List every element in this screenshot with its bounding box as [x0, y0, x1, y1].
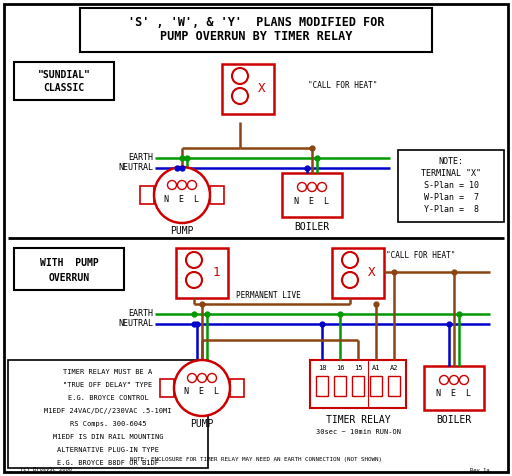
Text: N  E  L: N E L: [184, 387, 220, 397]
Text: A2: A2: [390, 365, 398, 371]
Bar: [310, 360, 406, 408]
Bar: [80, 8, 432, 52]
Text: CLASSIC: CLASSIC: [44, 83, 84, 93]
Text: (c) BrosySc 2000: (c) BrosySc 2000: [20, 467, 72, 473]
Text: 16: 16: [336, 365, 344, 371]
Text: TIMER RELAY MUST BE A: TIMER RELAY MUST BE A: [63, 369, 153, 375]
Bar: [352, 376, 364, 396]
Bar: [332, 248, 384, 298]
Text: BOILER: BOILER: [436, 415, 472, 425]
Circle shape: [232, 68, 248, 84]
Text: E.G. BROYCE B8DF OR B1DF: E.G. BROYCE B8DF OR B1DF: [57, 460, 159, 466]
Bar: [398, 150, 504, 222]
Text: PUMP: PUMP: [190, 419, 214, 429]
Circle shape: [187, 374, 197, 383]
Text: "CALL FOR HEAT": "CALL FOR HEAT": [386, 251, 455, 260]
Text: PUMP: PUMP: [170, 226, 194, 236]
Text: 15: 15: [354, 365, 362, 371]
Circle shape: [154, 167, 210, 223]
Text: M1EDF IS DIN RAIL MOUNTING: M1EDF IS DIN RAIL MOUNTING: [53, 434, 163, 440]
Bar: [210, 186, 224, 204]
Circle shape: [459, 376, 468, 385]
Text: 30sec ~ 10min RUN-ON: 30sec ~ 10min RUN-ON: [315, 429, 400, 435]
Text: X: X: [368, 266, 376, 278]
Bar: [8, 360, 208, 468]
Bar: [282, 173, 342, 217]
Text: "SUNDIAL": "SUNDIAL": [37, 70, 91, 80]
Text: PUMP OVERRUN BY TIMER RELAY: PUMP OVERRUN BY TIMER RELAY: [160, 30, 352, 42]
Text: W-Plan =  7: W-Plan = 7: [423, 194, 479, 202]
Text: TIMER RELAY: TIMER RELAY: [326, 415, 390, 425]
Circle shape: [186, 252, 202, 268]
Circle shape: [232, 88, 248, 104]
Text: "TRUE OFF DELAY" TYPE: "TRUE OFF DELAY" TYPE: [63, 382, 153, 388]
Text: 'S' , 'W', & 'Y'  PLANS MODIFIED FOR: 'S' , 'W', & 'Y' PLANS MODIFIED FOR: [128, 16, 384, 29]
Text: N  E  L: N E L: [294, 197, 330, 206]
Text: 1: 1: [212, 266, 220, 278]
Bar: [370, 376, 382, 396]
Text: 18: 18: [318, 365, 326, 371]
Text: NEUTRAL: NEUTRAL: [118, 319, 153, 328]
Bar: [176, 248, 228, 298]
Circle shape: [178, 180, 186, 189]
Text: S-Plan = 10: S-Plan = 10: [423, 181, 479, 190]
Text: ALTERNATIVE PLUG-IN TYPE: ALTERNATIVE PLUG-IN TYPE: [57, 447, 159, 453]
Bar: [14, 62, 114, 100]
Text: EARTH: EARTH: [128, 153, 153, 162]
Text: NOTE: ENCLOSURE FOR TIMER RELAY MAY NEED AN EARTH CONNECTION (NOT SHOWN): NOTE: ENCLOSURE FOR TIMER RELAY MAY NEED…: [130, 457, 382, 463]
Bar: [230, 379, 244, 397]
Circle shape: [167, 180, 177, 189]
Circle shape: [207, 374, 217, 383]
Bar: [334, 376, 346, 396]
Circle shape: [342, 252, 358, 268]
Bar: [222, 64, 274, 114]
Text: N  E  L: N E L: [164, 195, 200, 204]
Circle shape: [187, 180, 197, 189]
Text: WITH  PUMP: WITH PUMP: [39, 258, 98, 268]
Circle shape: [450, 376, 459, 385]
Bar: [316, 376, 328, 396]
Bar: [424, 366, 484, 410]
Text: PERMANENT LIVE: PERMANENT LIVE: [236, 291, 301, 300]
Text: NOTE:: NOTE:: [438, 158, 463, 167]
Bar: [160, 379, 174, 397]
Circle shape: [297, 182, 307, 191]
Circle shape: [186, 272, 202, 288]
Text: Rev 1a: Rev 1a: [471, 467, 490, 473]
Circle shape: [439, 376, 449, 385]
Text: N  E  L: N E L: [437, 389, 472, 398]
Text: TERMINAL "X": TERMINAL "X": [421, 169, 481, 178]
Bar: [140, 186, 154, 204]
Text: EARTH: EARTH: [128, 309, 153, 318]
Text: NEUTRAL: NEUTRAL: [118, 163, 153, 172]
Bar: [388, 376, 400, 396]
Bar: [14, 248, 124, 290]
Circle shape: [317, 182, 327, 191]
Circle shape: [174, 360, 230, 416]
Circle shape: [342, 272, 358, 288]
Circle shape: [308, 182, 316, 191]
Text: E.G. BROYCE CONTROL: E.G. BROYCE CONTROL: [68, 395, 148, 401]
Text: Y-Plan =  8: Y-Plan = 8: [423, 206, 479, 215]
Circle shape: [198, 374, 206, 383]
Text: "CALL FOR HEAT": "CALL FOR HEAT": [308, 81, 377, 90]
Text: RS Comps. 300-6045: RS Comps. 300-6045: [70, 421, 146, 427]
Text: X: X: [258, 81, 266, 95]
Text: BOILER: BOILER: [294, 222, 330, 232]
Text: OVERRUN: OVERRUN: [49, 273, 90, 283]
Text: A1: A1: [372, 365, 380, 371]
Text: M1EDF 24VAC/DC//230VAC .5-10MI: M1EDF 24VAC/DC//230VAC .5-10MI: [44, 408, 172, 414]
